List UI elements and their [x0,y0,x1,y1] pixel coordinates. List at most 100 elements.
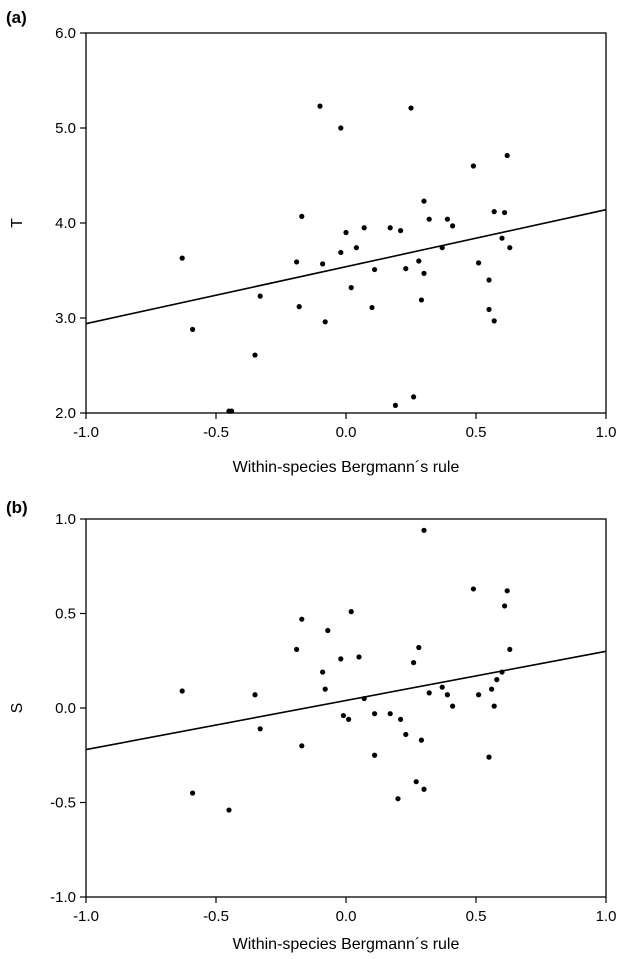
data-point [416,258,422,264]
data-point [421,198,427,204]
panel-label: (a) [6,8,27,27]
data-point [411,660,417,666]
data-point [299,743,305,749]
data-point [372,711,378,717]
y-tick-label: 1.0 [55,511,76,528]
data-point [426,690,432,696]
panel-label: (b) [6,498,28,517]
data-point [504,588,510,594]
y-tick-label: 6.0 [55,25,76,42]
data-point [346,716,352,722]
regression-line [85,208,607,325]
x-tick-label: -1.0 [73,424,99,441]
data-point [411,394,417,400]
data-point [502,603,508,609]
data-point [190,326,196,332]
data-point [450,223,456,229]
data-point [372,752,378,758]
data-point [398,228,404,234]
data-point [229,408,235,414]
data-point [491,209,497,215]
data-point [395,796,401,802]
data-point [489,686,495,692]
data-point [348,609,354,615]
data-point [190,790,196,796]
data-point [504,152,510,159]
data-point [421,527,427,533]
y-tick-label: 0.5 [55,606,76,623]
data-point [322,319,328,325]
y-tick-label: 3.0 [55,310,76,327]
data-point [418,297,424,303]
x-tick-label: -0.5 [203,424,229,441]
y-tick-label: 4.0 [55,215,76,232]
data-point [338,656,344,662]
data-point [502,209,508,216]
data-point [179,688,185,694]
data-point [296,304,302,310]
data-point [421,270,427,276]
data-point [413,779,419,785]
data-point [499,669,505,675]
y-tick-label: -0.5 [50,795,76,812]
data-point [418,737,424,743]
data-point [325,627,331,634]
data-point [470,163,476,169]
y-axis-title: S [9,703,26,714]
data-point [499,235,505,241]
data-point [361,225,367,231]
data-point [257,293,263,299]
plot-frame [85,518,607,898]
data-point [369,304,375,311]
data-point [421,786,427,792]
data-point [403,731,409,738]
data-point [179,255,185,261]
data-point [294,259,300,265]
data-point [416,644,422,651]
data-point [372,266,378,273]
data-point [398,716,404,722]
x-axis-title: Within-species Bergmann´s rule [233,936,460,953]
data-point [252,352,258,358]
data-point [476,260,482,266]
data-point [387,225,393,231]
data-point [320,261,326,267]
data-point [338,249,344,256]
plot-frame [85,32,607,414]
data-point [476,692,482,698]
data-point [408,105,414,111]
y-tick-label: 2.0 [55,405,76,422]
data-point [507,245,513,251]
x-tick-label: 0.0 [336,908,357,925]
data-point [299,213,305,219]
data-point [322,686,328,692]
data-point [403,266,409,272]
data-point [353,245,359,251]
data-point [343,229,349,236]
y-tick-label: 0.0 [55,700,76,717]
y-tick-label: 5.0 [55,120,76,137]
data-point [299,616,305,622]
data-point [444,692,450,698]
x-tick-label: 1.0 [596,424,617,441]
data-point [317,103,323,109]
data-point [252,692,258,698]
data-point [426,216,432,222]
panel-b: -1.0 -0.5 0.0 0.5 1.0 -1.0 -0.5 0.0 0.5 1.0 Within… [6,498,616,953]
data-point [470,586,476,592]
regression-line [85,650,607,751]
data-point [348,285,354,291]
data-point [486,754,492,760]
panel-a: -1.0 -0.5 0.0 0.5 1.0 2.0 3.0 4.0 5.0 6.0 Within-s… [6,8,616,476]
x-tick-label: -1.0 [73,908,99,925]
x-tick-label: -0.5 [203,908,229,925]
data-point [486,277,492,283]
data-point [439,245,445,251]
data-point [494,677,500,683]
data-point [491,318,497,324]
data-point [338,125,344,131]
data-point [340,712,346,719]
data-point [257,726,263,732]
data-point [356,654,362,660]
